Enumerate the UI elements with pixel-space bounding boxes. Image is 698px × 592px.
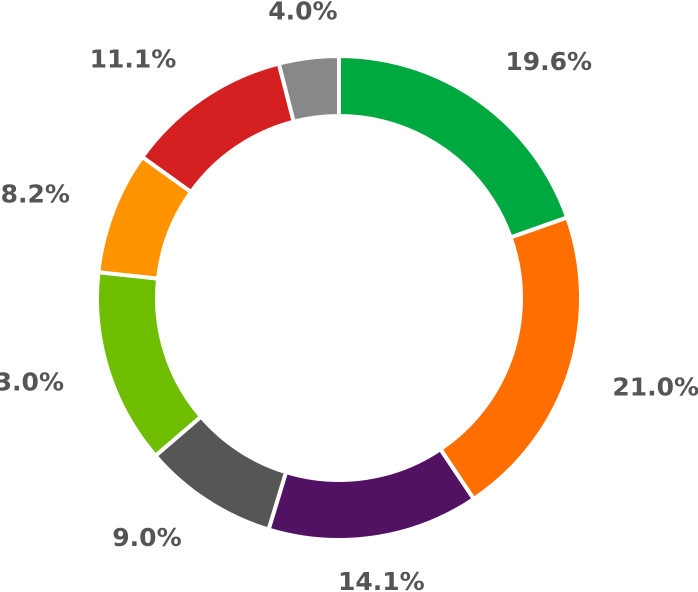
donut-segment [95, 269, 204, 459]
data-label: 21.0% [612, 373, 698, 402]
data-label: 4.0% [268, 0, 337, 25]
data-label: 9.0% [112, 523, 181, 552]
data-label: 13.0% [0, 368, 64, 397]
data-label: 19.6% [505, 47, 592, 76]
donut-segment [337, 53, 570, 240]
donut-segment [139, 61, 297, 195]
data-label: 8.2% [1, 179, 70, 208]
donut-segment [276, 53, 341, 125]
donut-segment [266, 446, 477, 542]
data-label: 14.1% [338, 567, 425, 592]
donut-segment [437, 214, 583, 502]
data-label: 11.1% [90, 44, 177, 73]
